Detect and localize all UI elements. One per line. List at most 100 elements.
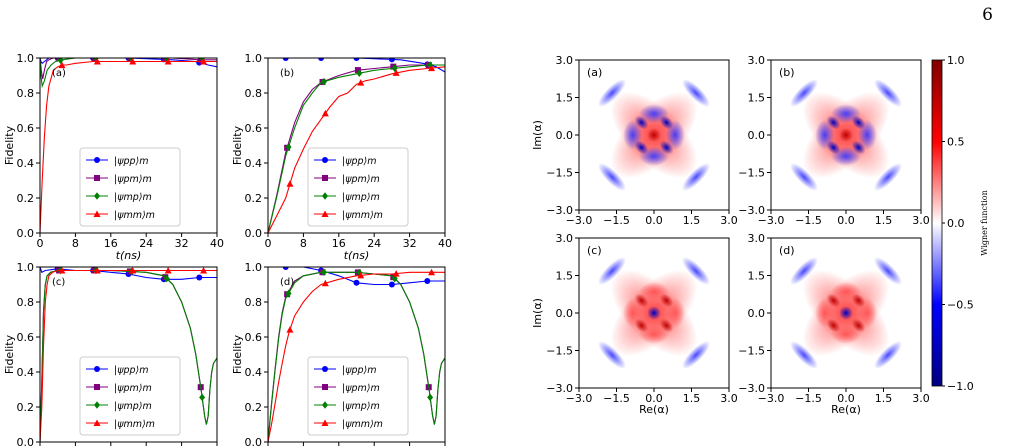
legend-entry: |ψpm⟩m — [114, 174, 152, 185]
wigner-panel-b: (b) −3.0 −1.5 0.0 1.5 3.0 −3.0 −1.5 0.0 1.5 3.0 — [738, 54, 929, 227]
series-marker — [354, 67, 361, 74]
y-tick-label: −1.5 — [546, 345, 573, 358]
legend-entry: |ψmp⟩m — [342, 401, 380, 412]
wigner-lobe — [659, 293, 674, 308]
y-tick-label: 0.0 — [245, 436, 263, 448]
series-lines — [40, 267, 217, 442]
x-tick-label: 40 — [210, 237, 224, 250]
y-axis-label: Fidelity — [231, 334, 244, 374]
y-tick-label: 0.0 — [748, 129, 766, 142]
wigner-lobe — [790, 341, 818, 369]
x-tick-label: 24 — [139, 237, 153, 250]
x-tick-label: 0.0 — [645, 214, 663, 227]
y-tick-label: −3.0 — [738, 382, 765, 395]
legend-box — [307, 356, 409, 436]
series-marker — [285, 143, 292, 151]
x-tick-label: 60 — [367, 446, 381, 448]
series-marker — [93, 267, 101, 274]
series-marker — [164, 58, 172, 65]
y-tick-label: 0.2 — [245, 401, 263, 414]
series-line — [268, 271, 445, 442]
y-tick-label: 1.5 — [556, 92, 574, 105]
series-marker — [200, 58, 208, 65]
y-tick-label: 3.0 — [748, 232, 766, 245]
wigner-lobe — [634, 318, 649, 333]
legend-entry: |ψmm⟩m — [342, 419, 383, 430]
x-tick-label: 40 — [438, 237, 452, 250]
fidelity-plot-d: 0.0 0.2 0.4 0.6 0.8 1.0 0 20 40 60 80 100 Fidelity (d… — [231, 261, 456, 448]
legend-entry: |ψmm⟩m — [114, 419, 155, 430]
series-line — [268, 271, 445, 442]
wigner-lobe — [851, 140, 866, 155]
wigner-lobe — [682, 341, 710, 369]
y-tick-label: 0.8 — [245, 87, 263, 100]
wigner-lobe — [851, 293, 866, 308]
x-tick-label: 0.0 — [837, 392, 855, 405]
series-line — [268, 58, 445, 73]
x-tick-label: 60 — [139, 446, 153, 448]
y-tick-label: 0.6 — [245, 331, 263, 344]
x-tick-label: 0 — [37, 446, 44, 448]
legend-marker — [321, 210, 329, 217]
wigner-lobe — [659, 140, 674, 155]
x-tick-label: 20 — [296, 446, 310, 448]
wigner-lobe — [647, 306, 661, 320]
x-tick-label: 0 — [265, 446, 272, 448]
series-marker — [58, 61, 66, 69]
x-tick-label: 1.5 — [683, 214, 701, 227]
series-marker — [357, 79, 365, 86]
series-marker — [286, 326, 294, 333]
y-tick-label: −1.5 — [738, 345, 765, 358]
colorbar-tick-label: 1.0 — [947, 54, 965, 67]
series-marker — [356, 69, 363, 77]
legend-entry: |ψmp⟩m — [114, 401, 152, 412]
plot-frame — [39, 57, 218, 234]
wigner-panel-c: (c) −3.0 −1.5 0.0 1.5 3.0 −3.0 −1.5 0.0 1.5 3.0 Im(… — [531, 232, 738, 416]
x-tick-label: 0 — [37, 237, 44, 250]
y-tick-label: 0.2 — [245, 192, 263, 205]
series-marker — [428, 268, 436, 276]
series-marker — [391, 274, 398, 283]
legend-marker — [93, 419, 101, 426]
series-marker — [392, 69, 400, 76]
x-axis-label: Re(α) — [831, 403, 861, 416]
x-tick-label: 40 — [104, 446, 118, 448]
legend-marker — [322, 366, 328, 372]
wigner-lobe — [790, 79, 818, 107]
fidelity-plot-a: 0.0 0.2 0.4 0.6 0.8 1.0 0 8 16 24 32 40 Fidelity t(ns… — [3, 52, 224, 262]
wigner-lobe — [839, 306, 853, 320]
y-tick-label: 0.8 — [17, 87, 35, 100]
y-tick-label: 0.0 — [245, 227, 263, 240]
wigner-lobe — [598, 341, 626, 369]
panel-label: (a) — [52, 68, 66, 79]
x-tick-label: 3.0 — [912, 392, 930, 405]
series-marker — [353, 279, 360, 286]
y-tick-label: 0.6 — [17, 122, 35, 135]
wigner-lobe — [874, 341, 902, 369]
legend-marker — [94, 401, 100, 409]
wigner-lobe — [634, 140, 649, 155]
colorbar-tick-label: 0.5 — [947, 136, 965, 149]
y-tick-label: 1.0 — [17, 261, 35, 274]
x-tick-label: 80 — [403, 446, 417, 448]
colorbar-tick-label: 0.0 — [947, 217, 965, 230]
legend-entry: |ψpp⟩m — [342, 156, 377, 167]
x-axis-label: t(ns) — [116, 249, 142, 262]
series-line — [40, 269, 217, 442]
y-tick-label: −1.5 — [738, 167, 765, 180]
series-marker — [357, 271, 365, 279]
panel-label: (c) — [52, 277, 65, 288]
wigner-lobe — [826, 140, 841, 155]
wigner-lobe — [874, 79, 902, 107]
panel-label: (c) — [587, 244, 602, 257]
wigner-lobe — [874, 163, 902, 191]
y-axis-label: Fidelity — [3, 125, 16, 165]
x-tick-label: −3.0 — [758, 214, 785, 227]
y-tick-label: 0.4 — [17, 366, 35, 379]
series-marker — [129, 267, 137, 274]
y-tick-label: 1.0 — [17, 52, 35, 65]
x-tick-label: −1.5 — [795, 214, 822, 227]
panel-label: (d) — [779, 244, 795, 257]
y-tick-label: 0.0 — [556, 129, 574, 142]
